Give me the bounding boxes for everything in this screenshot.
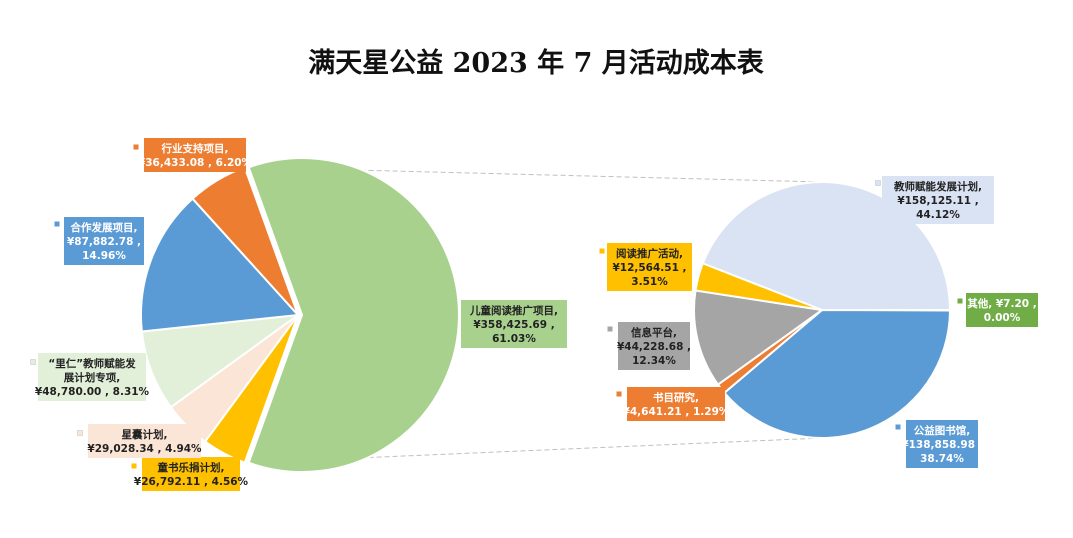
breakdown-slice	[693, 289, 825, 386]
main-slice-label: 星囊计划, ¥29,028.34 , 4.94%	[77, 424, 202, 458]
label-text: ¥26,792.11 , 4.56%	[134, 476, 249, 488]
label-marker	[131, 463, 137, 469]
label-text: ¥36,433.08 , 6.20%	[138, 157, 253, 169]
label-text: 儿童阅读推广项目,	[469, 304, 558, 317]
main-slice-label: 儿童阅读推广项目, ¥358,425.69 , 61.03%	[449, 300, 567, 348]
breakdown-slice-label: 教师赋能发展计划, ¥158,125.11 , 44.12%	[875, 176, 994, 224]
label-text: 教师赋能发展计划,	[893, 180, 982, 193]
label-text: 38.74%	[920, 453, 964, 465]
label-box	[142, 457, 240, 491]
breakdown-slice-label: 公益图书馆, ¥138,858.98 , 38.74%	[895, 420, 983, 468]
label-text: 阅读推广活动,	[616, 247, 683, 260]
label-box	[618, 322, 690, 370]
main-slice-label: 行业支持项目, ¥36,433.08 , 6.20%	[133, 138, 253, 172]
label-box	[144, 138, 246, 172]
label-text: 合作发展项目,	[70, 221, 138, 234]
label-text: 展计划专项,	[64, 371, 121, 384]
label-marker	[54, 221, 60, 227]
label-text: ¥358,425.69 ,	[473, 319, 554, 331]
breakdown-slice	[694, 261, 823, 311]
label-box	[461, 300, 567, 348]
label-marker	[895, 424, 901, 430]
label-text: 44.12%	[916, 209, 960, 221]
label-text: ¥4,641.21 , 1.29%	[623, 406, 730, 418]
label-text: ¥138,858.98 ,	[901, 439, 982, 451]
main-pie	[140, 157, 460, 473]
label-text: 公益图书馆,	[914, 424, 971, 437]
label-box	[88, 424, 201, 458]
breakdown-slice-label: 书目研究, ¥4,641.21 , 1.29%	[616, 387, 730, 421]
label-text: 其他, ¥7.20 ,	[967, 297, 1037, 310]
main-slice-label: 童书乐捐计划, ¥26,792.11 , 4.56%	[131, 457, 249, 491]
label-text: 61.03%	[492, 333, 536, 345]
main-slice-label: 合作发展项目, ¥87,882.78 , 14.96%	[54, 217, 144, 265]
label-text: 书目研究,	[653, 391, 699, 404]
label-box	[627, 387, 725, 421]
breakdown-slice-label: 信息平台, ¥44,228.68 , 12.34%	[607, 322, 691, 370]
label-text: ¥87,882.78 ,	[67, 236, 141, 248]
label-marker	[875, 180, 881, 186]
label-marker	[616, 391, 622, 397]
label-box	[882, 176, 994, 224]
label-text: ¥44,228.68 ,	[617, 341, 691, 353]
label-text: ¥158,125.11 ,	[897, 195, 978, 207]
label-marker	[449, 303, 455, 309]
label-marker	[599, 248, 605, 254]
label-box	[64, 217, 144, 265]
label-text: 3.51%	[631, 276, 668, 288]
breakdown-slice	[722, 308, 952, 439]
label-marker	[607, 326, 613, 332]
label-text: “里仁”教师赋能发	[48, 357, 136, 370]
chart-title: 满天星公益 2023 年 7 月活动成本表	[308, 47, 764, 79]
breakdown-slice-label: 其他, ¥7.20 , 0.00%	[957, 293, 1038, 327]
label-text: 童书乐捐计划,	[158, 461, 225, 474]
label-text: ¥48,780.00 , 8.31%	[35, 386, 150, 398]
label-text: ¥29,028.34 , 4.94%	[87, 443, 202, 455]
label-text: 信息平台,	[631, 326, 677, 339]
label-text: 星囊计划,	[122, 428, 168, 441]
label-marker	[957, 298, 963, 304]
data-labels: 儿童阅读推广项目, ¥358,425.69 , 61.03% 童书乐捐计划, ¥26,7…	[30, 138, 1038, 491]
breakdown-pie	[693, 181, 952, 439]
label-text: 0.00%	[984, 312, 1021, 324]
label-box	[966, 293, 1038, 327]
main-slice	[247, 157, 460, 473]
label-text: ¥12,564.51 ,	[612, 262, 686, 274]
label-box	[906, 420, 978, 468]
label-box	[38, 353, 146, 401]
main-slice	[140, 197, 301, 333]
label-marker	[30, 359, 36, 365]
label-text: 行业支持项目,	[161, 142, 229, 155]
label-marker	[133, 144, 139, 150]
label-marker	[77, 430, 83, 436]
label-text: 12.34%	[632, 355, 676, 367]
label-box	[607, 243, 692, 291]
label-text: 14.96%	[82, 250, 126, 262]
breakdown-slice-label: 阅读推广活动, ¥12,564.51 , 3.51%	[599, 243, 692, 291]
